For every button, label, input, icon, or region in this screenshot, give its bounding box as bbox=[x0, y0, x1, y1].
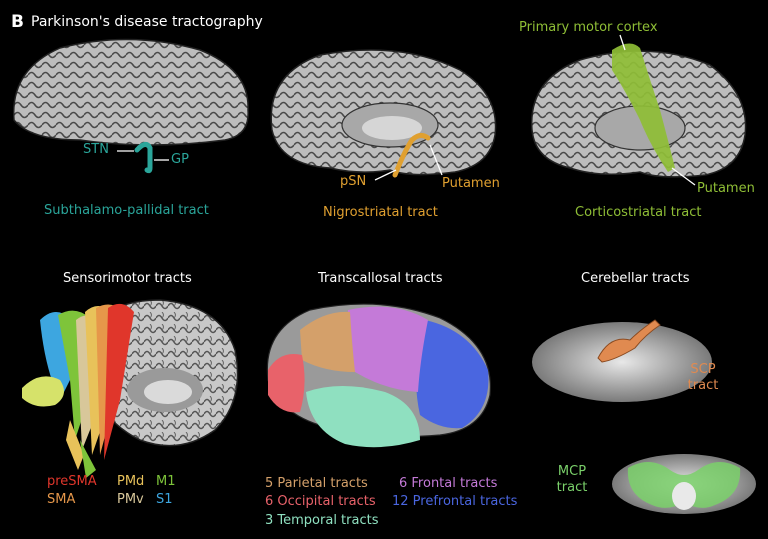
psn-leader bbox=[374, 169, 397, 181]
legend-frontal: 6 Frontal tracts bbox=[399, 476, 498, 491]
legend-occipital: 6 Occipital tracts bbox=[265, 494, 376, 509]
legend-pmv: PMv bbox=[117, 492, 144, 507]
label-mcp: MCP tract bbox=[556, 464, 588, 495]
putamen-leader-2 bbox=[429, 144, 443, 176]
title-cerebellar: Cerebellar tracts bbox=[581, 271, 690, 286]
legend-m1: M1 bbox=[156, 474, 176, 489]
parcel-temporal bbox=[306, 386, 420, 448]
corticostriatal-tract bbox=[612, 43, 675, 172]
panel-letter: B bbox=[11, 12, 24, 32]
label-scp: SCP tract bbox=[687, 362, 719, 393]
legend-s1: S1 bbox=[156, 492, 173, 507]
caption-nigrostriatal: Nigrostriatal tract bbox=[323, 205, 438, 220]
legend-pmd: PMd bbox=[117, 474, 145, 489]
parcel-prefrontal bbox=[416, 320, 489, 429]
nigrostriatal-tract bbox=[392, 132, 431, 178]
title-sensorimotor: Sensorimotor tracts bbox=[63, 271, 192, 286]
caption-subthalamo: Subthalamo-pallidal tract bbox=[44, 203, 209, 218]
legend-temporal: 3 Temporal tracts bbox=[265, 513, 379, 528]
label-motor-cortex: Primary motor cortex bbox=[519, 20, 658, 35]
caption-corticostriatal: Corticostriatal tract bbox=[575, 205, 702, 220]
putamen-leader-3 bbox=[671, 167, 696, 186]
title-transcallosal: Transcallosal tracts bbox=[318, 271, 443, 286]
label-stn: STN bbox=[83, 142, 109, 157]
label-psn: pSN bbox=[340, 174, 367, 189]
label-gp: GP bbox=[171, 152, 189, 167]
label-putamen-3: Putamen bbox=[697, 181, 755, 196]
brain-lateral-1 bbox=[12, 38, 249, 146]
motor-leader bbox=[619, 34, 626, 51]
legend-prefrontal: 12 Prefrontal tracts bbox=[392, 494, 518, 509]
tract-presma bbox=[104, 303, 134, 460]
tract-spread bbox=[22, 376, 64, 407]
scp-tract bbox=[597, 319, 661, 363]
label-putamen-2: Putamen bbox=[442, 176, 500, 191]
cerebellum-axial bbox=[532, 322, 712, 402]
legend-presma: preSMA bbox=[47, 474, 97, 489]
stn-gp-tract bbox=[134, 142, 153, 174]
panel-title: Parkinson's disease tractography bbox=[31, 14, 263, 30]
legend-parietal: 5 Parietal tracts bbox=[265, 476, 368, 491]
parcel-parietal bbox=[300, 311, 355, 372]
parcel-frontal bbox=[347, 306, 428, 392]
legend-sma: SMA bbox=[47, 492, 76, 507]
parcel-occipital bbox=[268, 354, 305, 413]
